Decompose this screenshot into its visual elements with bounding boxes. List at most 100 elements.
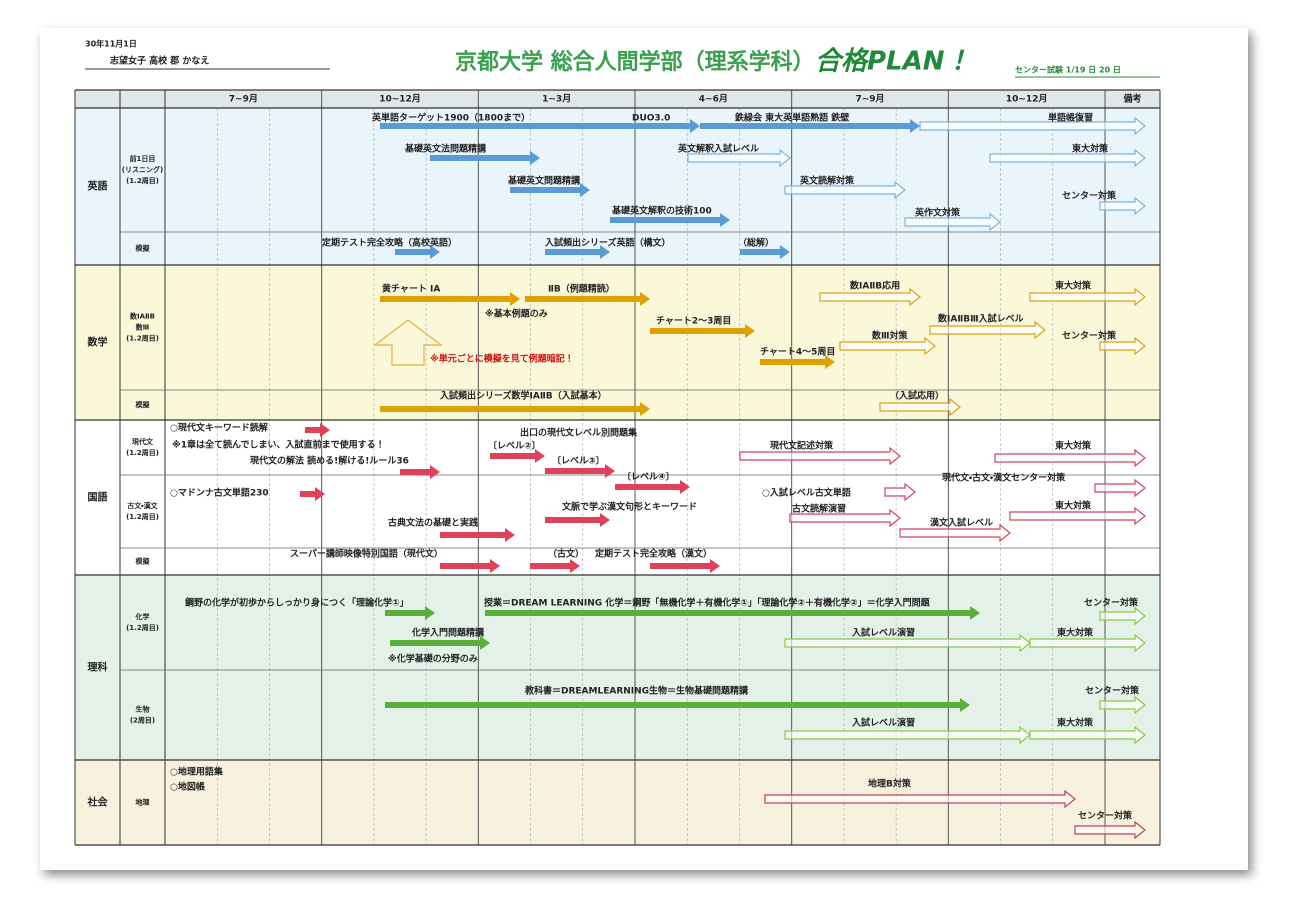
plan-item: センター対策 (1062, 190, 1117, 202)
plan-item: 東大対策 (1055, 440, 1092, 452)
plan-arrow-outline (789, 508, 901, 528)
plan-arrow (545, 513, 610, 527)
plan-arrow (650, 324, 755, 338)
plan-item: チャート4～5周目 (760, 347, 835, 358)
plan-arrow (525, 292, 650, 306)
subject-label: 社会 (87, 796, 109, 809)
plan-arrow (430, 151, 540, 165)
plan-item: 数ⅠAⅡB応用 (849, 280, 900, 292)
row-label: 化学 (135, 612, 150, 621)
plan-arrow-outline (839, 336, 936, 356)
plan-item: 化学入門問題精講 (411, 627, 484, 639)
plan-arrow-outline (1029, 725, 1146, 745)
row-label: 模擬 (136, 244, 151, 253)
exam-date: センター試験 1/19 日 20 日 (1015, 65, 1121, 75)
plan-item: 入試レベル演習 (851, 627, 915, 639)
plan-arrow-outline (1099, 196, 1146, 216)
plan-item: ○地理用語集 (170, 766, 224, 778)
plan-arrow-outline (1074, 820, 1146, 840)
subject-label: 英語 (87, 180, 108, 193)
plan-arrow (610, 213, 730, 227)
title: 京都大学 総合人間学部（理系学科） (455, 49, 815, 75)
row-label: (1.2周目) (126, 448, 159, 457)
plan-item: センター対策 (1084, 597, 1139, 609)
plan-item: 英文解釈入試レベル (677, 143, 759, 155)
plan-arrow-outline (994, 448, 1146, 468)
plan-item: 定期テスト完全攻略（漢文） (595, 548, 712, 560)
plan-item: ※1章は全て読んでしまい、入試直前まで使用する！ (172, 439, 385, 451)
plan-item: 現代文・古文・漢文センター対策 (942, 472, 1066, 484)
plan-arrow-outline (687, 148, 791, 168)
date: 30年11月1日 (85, 39, 137, 49)
plan-item: 出口の現代文レベル別問題集 (520, 427, 638, 439)
grid (74, 89, 1161, 846)
plan-item: 文脈で学ぶ漢文句形とキーワード (562, 501, 697, 513)
plan-arrow-outline (899, 523, 1011, 543)
plan-item: ※単元ごとに模擬を見て例題暗記！ (430, 353, 574, 365)
section-bg (75, 265, 1160, 420)
row-label: 生物 (136, 705, 150, 714)
row-label: 数ⅠAⅡB (129, 312, 155, 321)
header-row (75, 90, 1160, 108)
plan-arrow (400, 465, 440, 479)
plan-item: ○入試レベル古文単語 (762, 487, 851, 499)
row-label: (1.2周目) (126, 176, 159, 185)
plan-item: 東大対策 (1072, 143, 1109, 155)
row-label: (リスニング) (122, 165, 163, 174)
plan-item: 古典文法の基礎と実践 (388, 517, 478, 529)
plan-item: ※化学基礎の分野のみ (388, 653, 478, 665)
plan-item: 地理B対策 (868, 778, 912, 790)
plan-item: 黄チャート ⅠA (382, 283, 440, 295)
plan-arrow (615, 480, 690, 494)
plan-arrow-outline (1029, 287, 1146, 307)
plan-arrow-outline (784, 180, 906, 200)
plan-item: 教科書＝DREAMLEARNING生物＝生物基礎問題精講 (524, 685, 748, 697)
plan-item: DUO3.0 (632, 114, 670, 124)
row-label: 現代文 (132, 437, 154, 446)
plan-item: 数ⅠAⅡBⅢ入試レベル (937, 313, 1024, 325)
plan-arrow-outline (1099, 336, 1146, 356)
plan-arrow-outline (1094, 478, 1146, 498)
plan-item: 〔レベル④〕 (622, 472, 675, 483)
plan-arrow (395, 245, 440, 259)
plan-arrow (300, 487, 325, 501)
plan-arrow (380, 292, 520, 306)
plan-item: （入試応用） (890, 390, 944, 402)
plan-item: チャート2～3周目 (656, 316, 731, 327)
plan-arrow-outline (739, 446, 901, 466)
plan-item: 現代文の解法 読める!解ける!ルール36 (250, 455, 409, 467)
plan-arrow (385, 606, 435, 620)
plan-arrow-outline (919, 116, 1146, 136)
plan-item: センター対策 (1078, 810, 1133, 822)
plan-item: 英文読解対策 (799, 175, 855, 187)
plan-arrow-outline (904, 212, 1001, 232)
column-header: 1~3月 (542, 94, 571, 105)
plan-item: 東大対策 (1057, 717, 1094, 729)
plan-item: 〔レベル②〕 (488, 441, 541, 452)
plan-item: ⅡB（例題精読） (548, 283, 615, 295)
row-label: (1.2周目) (126, 334, 159, 343)
plan-arrow (380, 119, 700, 133)
plan-item: 東大対策 (1055, 280, 1092, 292)
plan-arrow (440, 559, 500, 573)
subject-label: 数学 (87, 336, 108, 349)
plan-item: 基礎英文問題精講 (507, 175, 580, 187)
section-bg (75, 108, 1160, 265)
plan-arrow (700, 119, 920, 133)
row-label: (2周目) (130, 716, 155, 725)
plan-item: 古文読解演習 (792, 503, 846, 515)
plan-item: 現代文記述対策 (770, 440, 834, 452)
plan-arrow (305, 423, 330, 437)
plan-arrow-outline (879, 397, 961, 417)
plan-arrow (740, 245, 790, 259)
plan-arrow (380, 402, 650, 416)
row-label: 古文・漢文 (127, 501, 158, 510)
arrows (300, 116, 1146, 840)
plan-item: 入試頻出シリーズ数学ⅠAⅡB（入試基本） (439, 390, 607, 402)
row-label: 前1日目 (130, 154, 156, 163)
plan-arrow (545, 464, 615, 478)
plan-item: センター対策 (1085, 685, 1140, 697)
row-label: 模擬 (136, 557, 151, 566)
